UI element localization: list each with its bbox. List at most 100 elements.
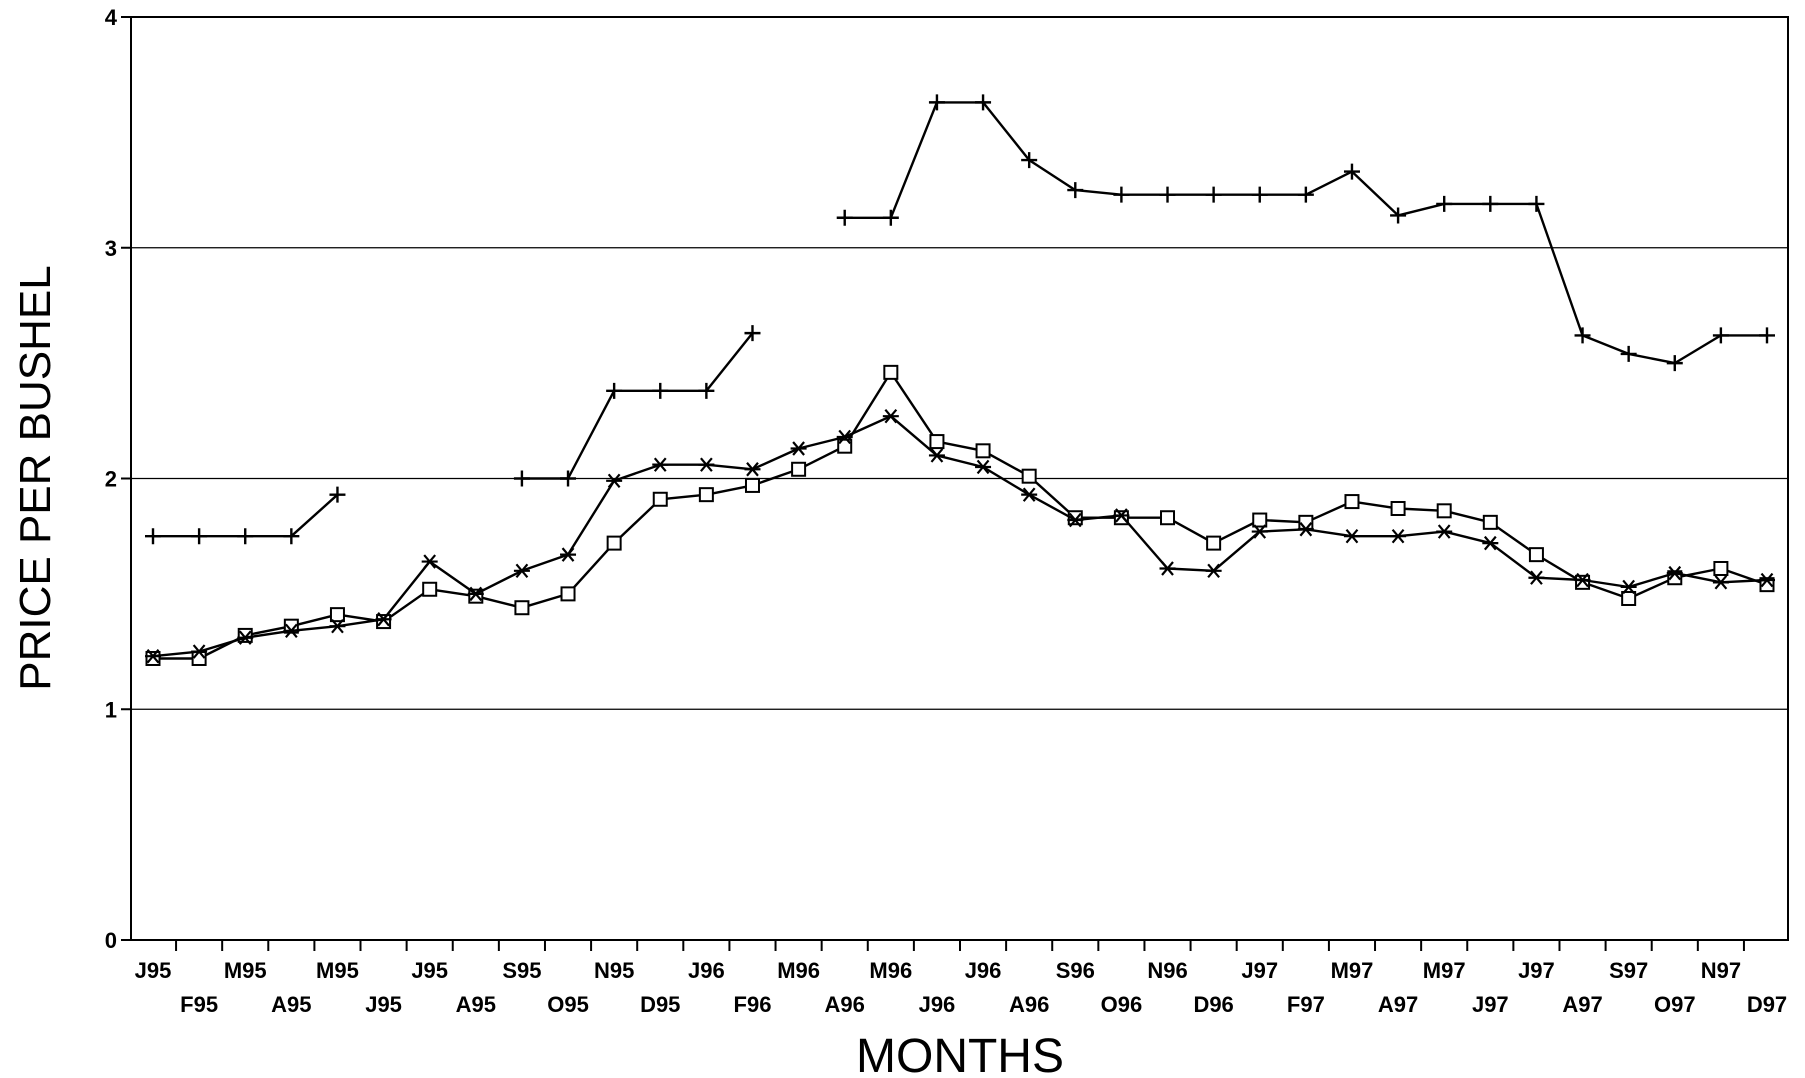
plus-marker	[1666, 355, 1683, 372]
x-tick-label: S96	[1056, 958, 1095, 983]
x-tick-label: J96	[965, 958, 1002, 983]
plus-marker	[191, 528, 208, 545]
asterisk-marker	[928, 448, 945, 463]
series-line	[152, 415, 1768, 658]
x-tick-label: A95	[456, 992, 496, 1017]
series-plus	[145, 94, 1775, 545]
asterisk-marker	[1528, 570, 1545, 585]
asterisk-marker	[1297, 522, 1314, 537]
asterisk-marker	[606, 473, 623, 489]
square-marker	[791, 461, 807, 477]
square-marker	[1206, 535, 1222, 551]
square-marker	[929, 434, 945, 450]
square-marker	[606, 535, 622, 551]
plus-marker	[1620, 345, 1637, 362]
x-tick-label: F97	[1287, 992, 1325, 1017]
plus-marker	[1343, 163, 1360, 180]
x-tick-label: J97	[1518, 958, 1555, 983]
plus-marker	[928, 94, 945, 111]
square-marker	[1390, 500, 1406, 516]
x-tick-label: A96	[825, 992, 865, 1017]
asterisk-marker	[1436, 524, 1453, 539]
asterisk-marker	[1390, 528, 1407, 544]
y-tick-label: 0	[105, 928, 117, 953]
asterisk-marker	[1113, 508, 1130, 523]
plus-marker	[1482, 195, 1499, 212]
series-line	[153, 371, 1768, 660]
square-marker	[560, 586, 576, 602]
plus-marker	[1251, 186, 1268, 203]
square-marker	[1482, 514, 1498, 530]
asterisk-marker	[421, 554, 438, 569]
gridlines	[131, 247, 1788, 710]
plus-marker	[1205, 186, 1222, 203]
square-marker	[1160, 510, 1176, 526]
plus-marker	[1159, 186, 1176, 203]
asterisk-marker	[744, 462, 761, 477]
plus-marker	[1390, 207, 1407, 224]
plus-marker	[1712, 327, 1729, 344]
square-marker	[1252, 512, 1268, 528]
x-tick-label: J95	[365, 992, 402, 1017]
asterisk-marker	[975, 459, 992, 475]
asterisk-marker	[191, 644, 208, 659]
y-tick-label: 3	[105, 236, 117, 261]
square-marker	[1436, 503, 1452, 519]
x-tick-label: O95	[547, 992, 589, 1017]
x-tick-label: J96	[919, 992, 956, 1017]
asterisk-marker	[1574, 572, 1591, 588]
square-marker	[1759, 577, 1775, 593]
x-tick-label: F96	[734, 992, 772, 1017]
x-tick-label: J95	[411, 958, 448, 983]
asterisk-marker	[1067, 512, 1084, 528]
x-tick-label: J97	[1241, 958, 1278, 983]
x-tick-label: D95	[640, 992, 680, 1017]
x-tick-label: M95	[224, 958, 267, 983]
x-tick-label: N95	[594, 958, 634, 983]
x-tick-label: O97	[1654, 992, 1696, 1017]
plus-marker	[560, 470, 577, 487]
y-axis-title: PRICE PER BUSHEL	[11, 265, 60, 690]
plus-marker	[975, 94, 992, 111]
y-axis: 0 1 2 3 4	[105, 5, 131, 953]
plus-marker	[1436, 195, 1453, 212]
x-tick-label: N97	[1701, 958, 1741, 983]
series-asterisk	[145, 408, 1775, 664]
plus-marker	[145, 528, 161, 545]
asterisk-marker	[1666, 565, 1683, 581]
square-marker	[1621, 590, 1637, 606]
plus-marker	[652, 382, 669, 399]
plus-marker	[1574, 327, 1591, 344]
x-tick-label: A96	[1009, 992, 1049, 1017]
plus-marker	[698, 382, 715, 399]
square-marker	[1528, 547, 1544, 563]
plus-marker	[1067, 182, 1084, 199]
asterisk-marker	[1159, 561, 1176, 576]
asterisk-marker	[1482, 535, 1499, 551]
asterisk-marker	[836, 429, 853, 445]
square-marker	[422, 581, 438, 597]
asterisk-marker	[1343, 528, 1360, 544]
x-tick-label: A95	[271, 992, 311, 1017]
x-tick-label: M97	[1423, 958, 1466, 983]
x-tick-label: S97	[1609, 958, 1648, 983]
plus-marker	[329, 486, 346, 503]
square-marker	[975, 443, 991, 459]
x-tick-label: O96	[1101, 992, 1143, 1017]
square-marker	[514, 600, 530, 616]
square-marker	[329, 607, 345, 623]
x-tick-label: A97	[1562, 992, 1602, 1017]
x-tick-label: M97	[1331, 958, 1374, 983]
x-tick-label: J95	[135, 958, 172, 983]
plus-marker	[513, 470, 530, 487]
y-tick-label: 2	[105, 467, 117, 492]
plus-marker	[1113, 186, 1130, 203]
asterisk-marker	[652, 457, 669, 472]
plus-marker	[836, 209, 853, 226]
asterisk-marker	[237, 630, 254, 645]
plus-marker	[1021, 152, 1038, 169]
x-tick-label: A97	[1378, 992, 1418, 1017]
series-line	[521, 332, 754, 480]
